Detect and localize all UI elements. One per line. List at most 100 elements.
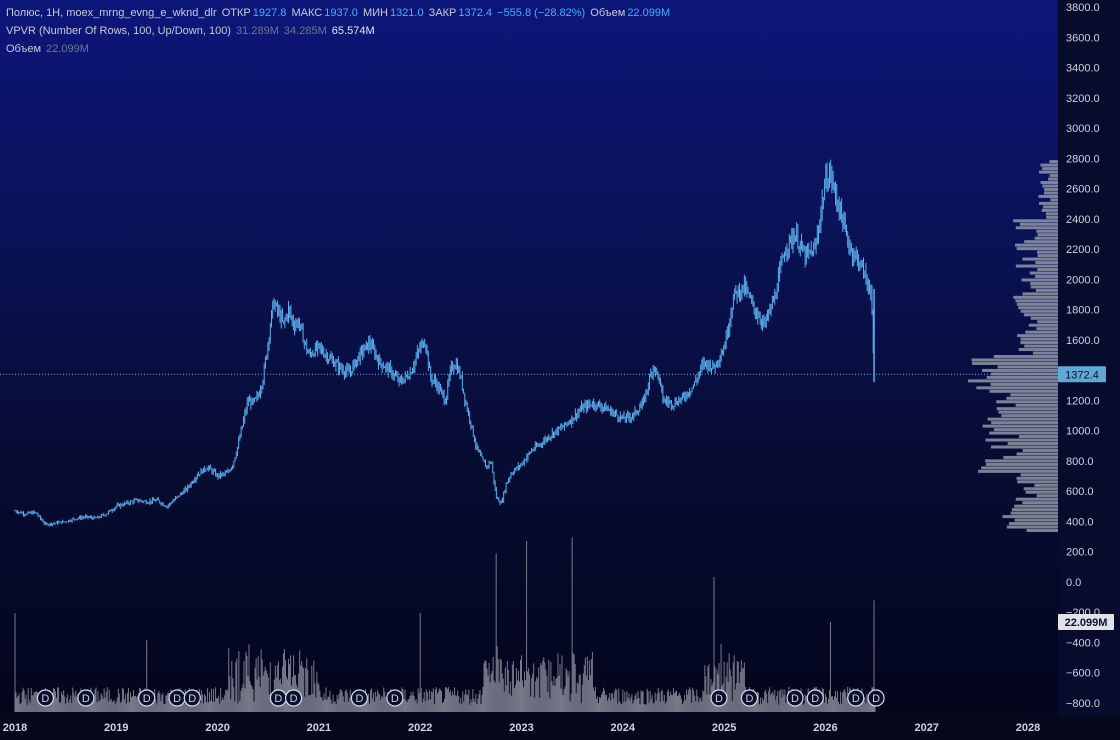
profile-bar bbox=[1039, 201, 1058, 205]
y-tick-label: −400.0 bbox=[1066, 637, 1100, 649]
profile-bar bbox=[991, 421, 1058, 425]
dividend-marker[interactable]: D bbox=[847, 689, 865, 707]
profile-bar bbox=[1026, 529, 1058, 533]
y-tick-label: 600.0 bbox=[1066, 486, 1094, 498]
dividend-marker-label: D bbox=[41, 693, 49, 705]
dividend-marker[interactable]: D bbox=[867, 689, 885, 707]
profile-bar bbox=[1035, 274, 1058, 278]
legend-high-label: МАКС bbox=[291, 7, 323, 19]
profile-bar bbox=[1036, 494, 1058, 498]
dividend-marker[interactable]: D bbox=[806, 689, 824, 707]
profile-bar bbox=[1037, 268, 1058, 272]
y-tick-label: 1600.0 bbox=[1066, 335, 1100, 347]
dividend-marker[interactable]: D bbox=[269, 689, 287, 707]
profile-bar bbox=[1010, 393, 1058, 397]
x-tick-label: 2023 bbox=[509, 722, 533, 734]
profile-bar bbox=[1024, 344, 1058, 348]
x-tick-label: 2024 bbox=[611, 722, 636, 734]
y-axis-panel[interactable] bbox=[1058, 0, 1120, 716]
y-tick-label: 3800.0 bbox=[1066, 2, 1100, 14]
dividend-marker[interactable]: D bbox=[386, 689, 404, 707]
dividend-marker[interactable]: D bbox=[350, 689, 369, 707]
dividend-marker-label: D bbox=[745, 693, 753, 705]
profile-bar bbox=[1006, 396, 1058, 400]
profile-bar bbox=[978, 469, 1058, 473]
profile-bar bbox=[1019, 435, 1058, 439]
profile-bar bbox=[1014, 504, 1058, 508]
profile-bar bbox=[996, 407, 1058, 411]
profile-bar bbox=[1010, 511, 1058, 515]
profile-bar bbox=[1034, 236, 1058, 240]
profile-bar bbox=[972, 361, 1058, 365]
profile-bar bbox=[1048, 177, 1058, 181]
profile-bar bbox=[1039, 170, 1058, 174]
dividend-marker[interactable]: D bbox=[168, 689, 186, 707]
dividend-marker[interactable]: D bbox=[77, 689, 95, 707]
dividend-marker[interactable]: D bbox=[36, 689, 54, 707]
y-tick-label: 2600.0 bbox=[1066, 184, 1100, 196]
legend-low-value: 1321.0 bbox=[389, 7, 424, 19]
profile-bar bbox=[1034, 483, 1058, 487]
profile-bar bbox=[1043, 191, 1058, 195]
profile-bar bbox=[982, 368, 1058, 372]
profile-bar bbox=[993, 428, 1058, 432]
y-tick-label: 2800.0 bbox=[1066, 153, 1100, 165]
dividend-marker[interactable]: D bbox=[786, 689, 804, 707]
profile-bar bbox=[1023, 313, 1058, 317]
y-tick-label: 1800.0 bbox=[1066, 305, 1100, 317]
legend-vpvr-line[interactable]: VPVR (Number Of Rows, 100, Up/Down, 100)… bbox=[6, 24, 375, 38]
y-tick-label: 2000.0 bbox=[1066, 274, 1100, 286]
y-tick-label: 3000.0 bbox=[1066, 123, 1100, 135]
profile-bar bbox=[985, 438, 1058, 442]
dividend-marker-label: D bbox=[852, 693, 860, 705]
dividend-marker[interactable]: D bbox=[710, 689, 728, 707]
legend-vpvr-name[interactable]: VPVR (Number Of Rows, 100, Up/Down, 100) bbox=[6, 25, 231, 37]
legend-open-value: 1927.8 bbox=[252, 7, 287, 19]
profile-bar bbox=[1013, 295, 1058, 299]
profile-bar bbox=[986, 375, 1058, 379]
y-tick-label: 400.0 bbox=[1066, 516, 1094, 528]
profile-bar bbox=[990, 445, 1058, 449]
legend-symbol: Полюс, 1Н, moex_mrng_evng_e_wknd_dlr bbox=[6, 7, 217, 19]
dividend-marker[interactable]: D bbox=[138, 689, 156, 707]
profile-bar bbox=[991, 372, 1058, 376]
profile-bar bbox=[985, 459, 1058, 463]
profile-bar bbox=[1030, 316, 1058, 320]
profile-bar bbox=[1050, 198, 1058, 202]
volume-profile bbox=[968, 160, 1058, 533]
dividend-marker[interactable]: D bbox=[740, 689, 759, 707]
legend-close-label: ЗАКР bbox=[428, 7, 457, 19]
x-axis-panel[interactable] bbox=[0, 716, 1120, 740]
y-tick-label: 200.0 bbox=[1066, 547, 1094, 559]
profile-bar bbox=[1017, 480, 1058, 484]
y-tick-label: 2200.0 bbox=[1066, 244, 1100, 256]
profile-bar bbox=[1029, 271, 1058, 275]
profile-bar bbox=[996, 400, 1058, 404]
dividend-marker[interactable]: D bbox=[183, 689, 201, 707]
dividend-marker-label: D bbox=[811, 693, 819, 705]
y-tick-label: 0.0 bbox=[1066, 577, 1081, 589]
legend-volume-value: 22.099M bbox=[627, 7, 671, 19]
legend-volume-line[interactable]: Объем 22.099M bbox=[6, 42, 89, 56]
dividend-marker-label: D bbox=[872, 693, 880, 705]
profile-bar bbox=[1018, 306, 1058, 310]
legend-vpvr-up: 31.289M bbox=[236, 25, 279, 37]
legend-volume-name[interactable]: Объем bbox=[6, 43, 42, 55]
x-tick-label: 2026 bbox=[813, 722, 837, 734]
dividend-marker-label: D bbox=[82, 693, 90, 705]
dividend-marker[interactable]: D bbox=[284, 689, 303, 707]
profile-bar bbox=[1042, 167, 1058, 171]
profile-bar bbox=[989, 431, 1058, 435]
x-tick-label: 2020 bbox=[205, 722, 229, 734]
profile-bar bbox=[971, 358, 1058, 362]
profile-bar bbox=[1014, 518, 1058, 522]
x-tick-label: 2025 bbox=[712, 722, 736, 734]
profile-bar bbox=[1041, 208, 1058, 212]
profile-bar bbox=[1043, 205, 1058, 209]
legend-ohlc-line: Полюс, 1Н, moex_mrng_evng_e_wknd_dlr ОТК… bbox=[6, 6, 670, 20]
profile-bar bbox=[1022, 257, 1058, 261]
legend-volume-label: Объем bbox=[590, 7, 626, 19]
dividend-marker-label: D bbox=[173, 693, 181, 705]
